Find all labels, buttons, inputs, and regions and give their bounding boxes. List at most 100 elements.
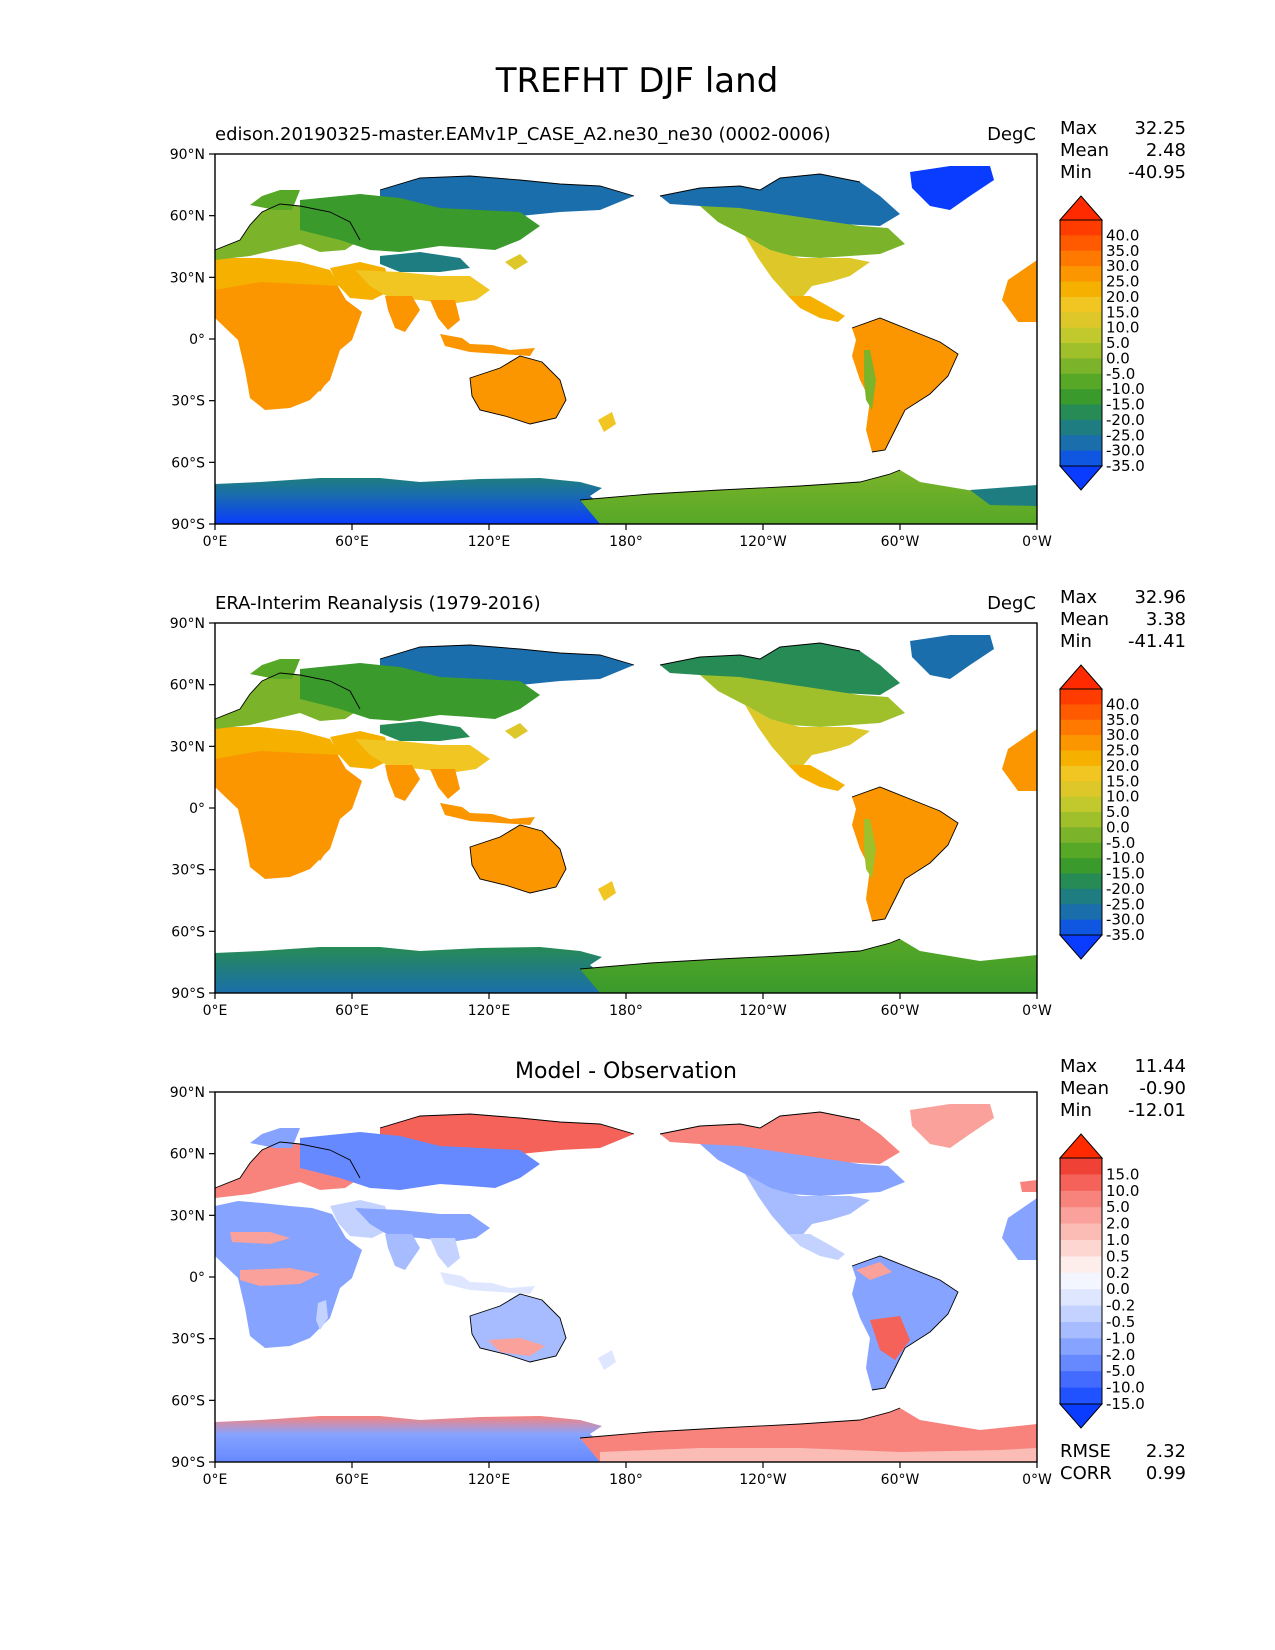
- colorbar-segment: [1060, 1256, 1102, 1274]
- lon-tick-label: 120°E: [468, 1003, 511, 1019]
- colorbar-tick-label: 5.0: [1106, 334, 1130, 352]
- colorbar-tick-label: 0.2: [1106, 1264, 1130, 1282]
- panel-units: DegC: [987, 593, 1036, 614]
- colorbar-tick-label: 10.0: [1106, 1182, 1139, 1200]
- new-zealand: [598, 1350, 616, 1370]
- lon-axis: 0°E 60°E 120°E 180° 120°W 60°W 0°W: [203, 1462, 1052, 1488]
- colorbar-segment: [1060, 281, 1102, 298]
- colorbar-outline: [1059, 688, 1103, 936]
- colorbar-tick-label: -25.0: [1106, 895, 1145, 913]
- lat-tick-label: 0°: [189, 1270, 205, 1286]
- rmse-corr-block: RMSE 2.32 CORR 0.99: [1060, 1441, 1186, 1484]
- colorbar-segment: [1060, 735, 1102, 751]
- map-plot-area: [214, 1092, 1037, 1462]
- stats-block: Max 11.44 Mean -0.90 Min -12.01: [1060, 1056, 1186, 1121]
- asia-mid: [300, 194, 540, 252]
- stats-block: Max 32.96 Mean 3.38 Min -41.41: [1060, 587, 1186, 652]
- lat-tick-label: 30°S: [171, 863, 205, 879]
- colorbar-extend-max: [1058, 195, 1104, 221]
- colorbar-segment: [1060, 689, 1102, 705]
- colorbar-tick-label: -1.0: [1106, 1329, 1135, 1347]
- antarctica-east: [215, 478, 602, 524]
- colorbar-segment: [1060, 796, 1102, 813]
- lat-tick-label: 30°S: [171, 394, 205, 410]
- colorbar: 15.010.05.02.01.00.50.20.0-0.2-0.5-1.0-2…: [1058, 1133, 1145, 1429]
- lat-tick-label: 60°S: [171, 1393, 205, 1409]
- colorbar-extend-min: [1058, 465, 1104, 491]
- colorbar-segment: [1060, 1190, 1102, 1208]
- lon-tick-label: 120°W: [739, 1003, 787, 1019]
- panel-left-title: ERA-Interim Reanalysis (1979-2016): [215, 593, 541, 614]
- colorbar-segment: [1060, 343, 1102, 359]
- north-america-south: [745, 705, 870, 769]
- lat-tick-label: 60°S: [171, 924, 205, 940]
- north-america-south: [745, 1174, 870, 1238]
- colorbar-segment: [1060, 1174, 1102, 1192]
- india: [385, 296, 420, 332]
- colorbar: 40.035.030.025.020.015.010.05.00.0-5.0-1…: [1058, 664, 1145, 960]
- colorbar-segment: [1060, 1272, 1102, 1290]
- colorbar-tick-label: -30.0: [1106, 911, 1145, 929]
- colorbar-segment: [1060, 220, 1102, 236]
- colorbar-tick-label: -15.0: [1106, 1395, 1145, 1413]
- colorbar-extend-max: [1058, 664, 1104, 690]
- colorbar-tick-label: 20.0: [1106, 757, 1139, 775]
- lon-tick-label: 120°W: [739, 1472, 787, 1488]
- colorbar-tick-label: 15.0: [1106, 772, 1139, 790]
- colorbar-segment: [1060, 266, 1102, 282]
- central-america: [788, 1234, 845, 1260]
- greenland: [910, 635, 994, 679]
- new-zealand: [598, 412, 616, 432]
- stat-label-min: Min: [1060, 631, 1092, 652]
- colorbar-segment: [1060, 781, 1102, 798]
- antarctica-west: [580, 470, 1037, 524]
- africa-west-edge: [1002, 260, 1037, 322]
- colorbar-segment: [1060, 419, 1102, 436]
- indonesia: [440, 1272, 535, 1294]
- colorbar-segment: [1060, 719, 1102, 736]
- africa-west-edge-warm: [1020, 1180, 1037, 1192]
- stat-value-max: 32.96: [1134, 587, 1186, 608]
- asia-mid: [300, 1132, 540, 1190]
- lat-tick-label: 90°S: [171, 986, 205, 1002]
- lat-axis: 90°N 60°N 30°N 0° 30°S 60°S 90°S: [170, 147, 215, 533]
- antarctica-east: [215, 1416, 602, 1462]
- colorbar-tick-label: 30.0: [1106, 726, 1139, 744]
- greenland: [910, 1104, 994, 1148]
- africa-warm-band: [240, 1268, 320, 1286]
- colorbar-segment: [1060, 373, 1102, 390]
- africa-north: [215, 727, 340, 759]
- south-america-north-warm: [856, 1262, 892, 1280]
- colorbar-segment: [1060, 888, 1102, 905]
- stat-label-corr: CORR: [1060, 1463, 1112, 1484]
- lon-tick-label: 60°E: [335, 1003, 369, 1019]
- north-america-mid: [700, 206, 905, 258]
- lat-tick-label: 90°N: [170, 1085, 205, 1101]
- colorbar-extend-max: [1058, 1133, 1104, 1159]
- lat-tick-label: 60°S: [171, 455, 205, 471]
- lat-tick-label: 90°S: [171, 517, 205, 533]
- panel-left-title: edison.20190325-master.EAMv1P_CASE_A2.ne…: [215, 124, 831, 145]
- antarctica-west: [580, 939, 1037, 993]
- panel-units: DegC: [987, 124, 1036, 145]
- colorbar-outline: [1059, 1157, 1103, 1405]
- lon-tick-label: 120°E: [468, 534, 511, 550]
- stat-value-min: -40.95: [1128, 162, 1186, 183]
- colorbar-segment: [1060, 904, 1102, 921]
- south-america: [852, 1256, 958, 1390]
- colorbar-tick-label: -5.0: [1106, 1362, 1135, 1380]
- colorbar-tick-label: 25.0: [1106, 273, 1139, 291]
- colorbar-tick-label: 0.5: [1106, 1247, 1130, 1265]
- coast-outlines: [214, 642, 959, 970]
- colorbar-segment: [1060, 750, 1102, 767]
- colorbar-segment: [1060, 1223, 1102, 1241]
- colorbar-segment: [1060, 296, 1102, 313]
- asia-plateau: [380, 252, 470, 272]
- asia-south: [355, 270, 490, 304]
- colorbar-tick-label: 1.0: [1106, 1231, 1130, 1249]
- madagascar: [316, 1300, 328, 1330]
- colorbar-tick-label: -5.0: [1106, 365, 1135, 383]
- north-america-mid: [700, 675, 905, 727]
- north-america-south: [745, 236, 870, 300]
- lon-tick-label: 120°W: [739, 534, 787, 550]
